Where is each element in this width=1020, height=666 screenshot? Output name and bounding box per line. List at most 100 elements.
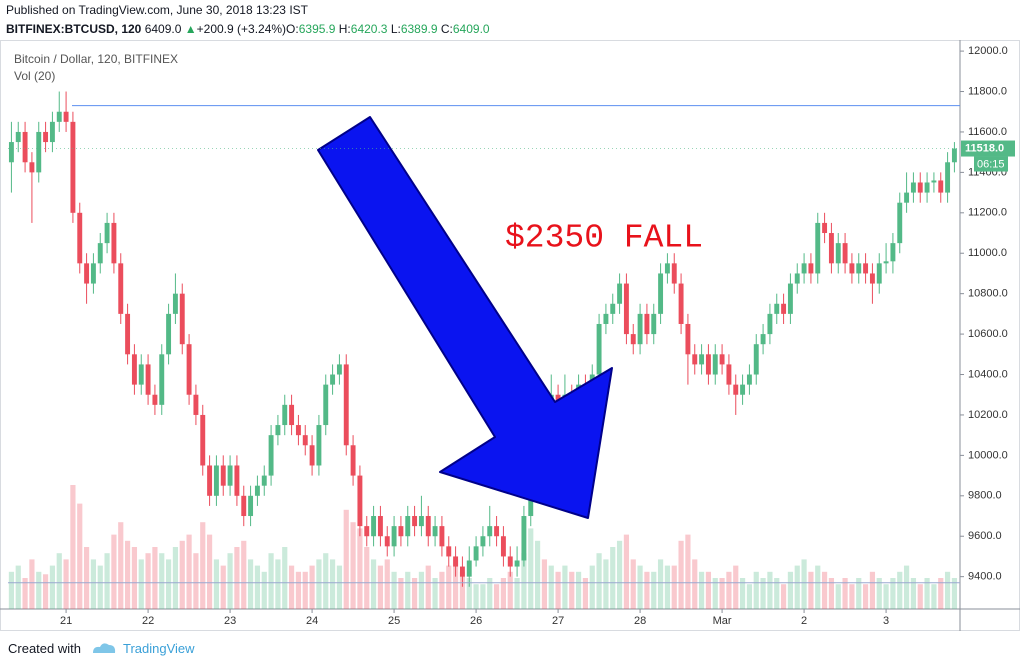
volume-bar — [774, 578, 780, 609]
candle-body — [179, 293, 185, 345]
brand[interactable]: TradingView — [122, 640, 195, 656]
candle-body — [432, 526, 438, 537]
volume-bar — [83, 547, 90, 609]
close: 6409.0 — [452, 22, 490, 36]
volume-bar — [500, 578, 507, 609]
candle-body — [104, 222, 110, 244]
annotation: $2350 FALL — [505, 220, 703, 257]
symbol-line: BITFINEX:BTCUSD, 120 6409.0 ▲+200.9 (+3.… — [6, 22, 490, 36]
volume-bar — [186, 534, 192, 609]
volume-bar — [705, 571, 712, 609]
candle-body — [97, 243, 103, 264]
volume-bar — [145, 553, 151, 609]
candle-body — [330, 374, 336, 385]
volume-bar — [15, 565, 21, 609]
candle-body — [371, 516, 377, 537]
candle-body — [951, 148, 957, 163]
volume-bar — [760, 578, 766, 609]
volume-bar — [657, 559, 664, 609]
volume-bar — [835, 584, 841, 609]
volume-bar — [767, 571, 773, 609]
volume-bar — [897, 571, 903, 609]
candle-body — [90, 263, 96, 284]
volume-bar — [569, 571, 575, 609]
volume-bar — [131, 547, 138, 609]
candle-body — [685, 323, 691, 355]
candle-body — [56, 111, 62, 122]
candle-body — [931, 180, 937, 183]
open: 6395.9 — [298, 22, 336, 36]
volume-bar — [739, 578, 746, 609]
volume-bar — [56, 553, 62, 609]
candle-body — [131, 354, 137, 385]
x-tick-label: 22 — [142, 615, 154, 627]
last-price-label: 11518.0 — [965, 142, 1004, 154]
volume-bar — [808, 571, 814, 609]
volume-bar — [692, 559, 698, 609]
volume-bar — [384, 559, 390, 609]
countdown-box — [974, 156, 1008, 172]
volume-bar — [425, 565, 431, 609]
volume-bar — [446, 565, 452, 609]
candle-body — [835, 243, 841, 264]
candle-body — [159, 354, 165, 405]
volume-bar — [439, 571, 445, 609]
candle-body — [336, 364, 342, 375]
volume-bar — [90, 559, 97, 609]
brand-logo — [92, 643, 116, 653]
y-tick-label: 9800.0 — [968, 490, 1002, 502]
volume-bar — [364, 547, 370, 609]
candle-body — [473, 546, 479, 561]
candle-body — [77, 212, 83, 264]
volume-bar — [104, 553, 110, 609]
candle-body — [289, 404, 295, 426]
volume-bar — [787, 571, 794, 609]
candle-body — [172, 293, 178, 314]
candle-body — [644, 313, 650, 335]
last-price-box — [961, 140, 1015, 157]
volume-bar — [370, 559, 377, 609]
volume-bar — [644, 571, 650, 609]
candle-body — [323, 384, 329, 426]
candle-body — [787, 283, 793, 314]
volume-bar — [138, 559, 144, 609]
candle-body — [111, 222, 117, 264]
x-tick-label: 21 — [60, 615, 72, 627]
volume-bar — [411, 578, 418, 609]
volume-bar — [124, 540, 131, 609]
volume-bar — [780, 584, 787, 609]
volume-bar — [801, 559, 807, 609]
volume-bar — [247, 559, 254, 609]
candle-body — [794, 273, 800, 284]
volume-bar — [938, 578, 944, 609]
candle-body — [651, 313, 657, 335]
y-tick-label: 11200.0 — [968, 207, 1007, 219]
volume-bar — [903, 565, 910, 609]
candle-body — [938, 180, 944, 193]
volume-title: Vol (20) — [14, 69, 55, 83]
candle-body — [84, 263, 90, 284]
volume-bar — [726, 571, 732, 609]
volume-bar — [480, 584, 486, 609]
published-line: Published on TradingView.com, June 30, 2… — [6, 3, 308, 17]
x-tick-label: 2 — [801, 615, 807, 627]
candle-body — [617, 283, 623, 304]
volume-bar — [623, 534, 630, 609]
candles — [8, 91, 957, 587]
volume-bar — [521, 553, 527, 609]
volume-bar — [309, 565, 315, 609]
volume-bar — [596, 553, 602, 609]
created-with: Created with — [8, 640, 81, 656]
candle-body — [200, 414, 206, 466]
candle-body — [43, 131, 49, 143]
volume-bar — [213, 559, 220, 609]
candle-body — [849, 263, 855, 274]
volume-bar — [466, 578, 472, 609]
candle-body — [234, 465, 240, 496]
volume-bar — [562, 565, 568, 609]
candle-body — [801, 263, 807, 274]
candle-body — [705, 354, 711, 375]
candle-body — [746, 374, 752, 385]
candle-body — [138, 364, 144, 385]
